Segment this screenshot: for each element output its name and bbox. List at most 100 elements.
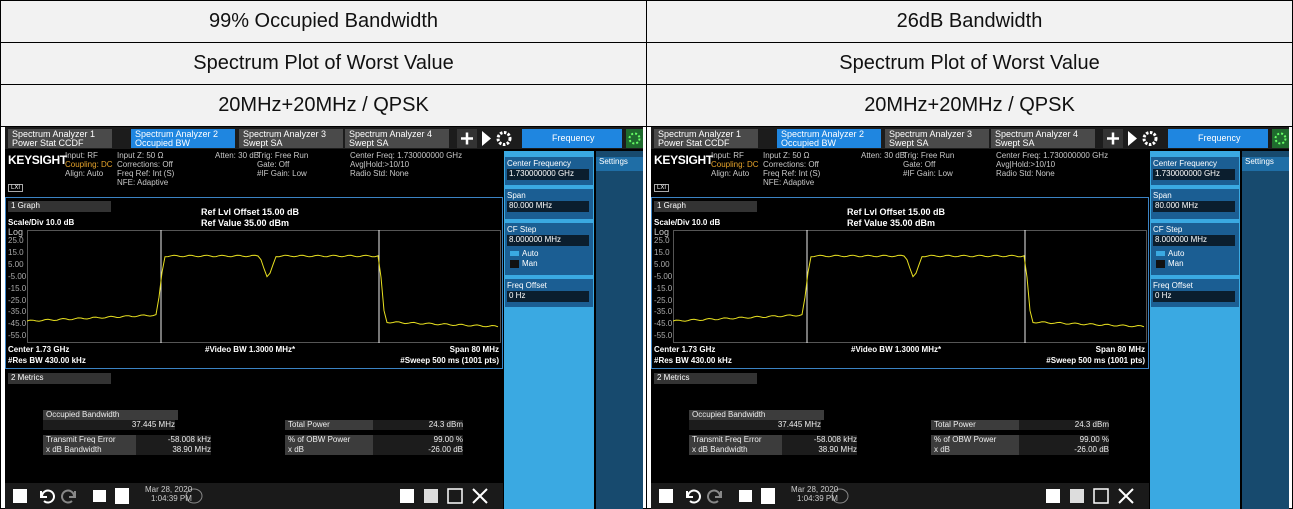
res-bw: #Res BW 430.00 kHz	[654, 356, 732, 365]
file-icon	[739, 490, 752, 502]
y-label: 5.00	[654, 260, 670, 269]
softkey-value: 0 Hz	[1153, 291, 1235, 302]
status-info: Trig: Free Run	[257, 151, 308, 160]
span: Span 80 MHz	[1096, 345, 1145, 354]
touch-icon	[424, 489, 438, 503]
status-info: Gate: Off	[903, 160, 935, 169]
status-info: Atten: 30 dB	[215, 151, 259, 160]
layout-icon	[448, 489, 462, 503]
softkey-value: 0 Hz	[507, 291, 589, 302]
sweep: #Sweep 500 ms (1001 pts)	[400, 356, 499, 365]
settings-tab[interactable]: Settings	[596, 157, 643, 171]
status-info: NFE: Adaptive	[117, 178, 168, 187]
auto-option[interactable]: Auto	[522, 249, 538, 258]
man-indicator	[1156, 260, 1165, 268]
y-label: -5.00	[8, 272, 26, 281]
metric-value: 24.3 dBm	[373, 420, 463, 430]
menu-button[interactable]: Frequency	[1168, 129, 1268, 148]
touch-icon	[1070, 489, 1084, 503]
y-label: -5.00	[654, 272, 672, 281]
status-info: Freq Ref: Int (S)	[763, 169, 820, 178]
header-cell: 99% Occupied Bandwidth	[0, 0, 647, 43]
scale: Scale/Div 10.0 dB	[8, 218, 74, 227]
res-bw: #Res BW 430.00 kHz	[8, 356, 86, 365]
header-cell: 20MHz+20MHz / QPSK	[0, 84, 647, 127]
y-label: -15.0	[654, 284, 672, 293]
header-cell: 26dB Bandwidth	[646, 0, 1293, 43]
metric-value: 24.3 dBm	[1019, 420, 1109, 430]
auto-option[interactable]: Auto	[1168, 249, 1184, 258]
metrics-selector[interactable]: 2 Metrics	[654, 373, 757, 384]
status-info: Gate: Off	[257, 160, 289, 169]
y-label: -55.0	[8, 331, 26, 340]
y-label: -55.0	[654, 331, 672, 340]
ref-offset: Ref Lvl Offset 15.00 dB	[201, 207, 299, 217]
y-label: -15.0	[8, 284, 26, 293]
next-icon	[1128, 131, 1137, 146]
graph-selector[interactable]: 1 Graph	[8, 201, 111, 212]
help-icon	[761, 488, 775, 504]
plot-frame	[674, 231, 1147, 343]
scale: Scale/Div 10.0 dB	[654, 218, 720, 227]
metric-value: 99.00 %	[1019, 435, 1109, 445]
brand: KEYSIGHT	[654, 153, 713, 167]
grid-icon	[1046, 489, 1060, 503]
metric-label: % of OBW Power	[931, 435, 1019, 445]
graph-selector[interactable]: 1 Graph	[654, 201, 757, 212]
metric-label: % of OBW Power	[285, 435, 373, 445]
header-cell: 20MHz+20MHz / QPSK	[646, 84, 1293, 127]
status-info: Corrections: Off	[117, 160, 173, 169]
man-option[interactable]: Man	[1168, 259, 1184, 268]
softkey-value: 1.730000000 GHz	[1153, 169, 1235, 180]
status-info: Avg|Hold:>10/10	[996, 160, 1055, 169]
lxi-badge: LXI	[654, 184, 669, 192]
auto-indicator	[1156, 251, 1165, 256]
metric-label: x dB Bandwidth	[43, 445, 136, 455]
metric-label: Total Power	[931, 420, 1019, 430]
menu-button[interactable]: Frequency	[522, 129, 622, 148]
settings-tab[interactable]: Settings	[1242, 157, 1289, 171]
spectrum-plot	[673, 230, 1147, 343]
settings-icon	[498, 133, 510, 145]
windows-icon	[659, 489, 673, 503]
metric-label: Occupied Bandwidth	[689, 410, 824, 420]
lxi-badge: LXI	[8, 184, 23, 192]
settings-icon	[1144, 133, 1156, 145]
softkey-label: CF Step	[507, 225, 536, 234]
metric-value: 38.90 MHz	[136, 445, 211, 455]
help-icon	[115, 488, 129, 504]
menu-label: Frequency	[552, 133, 595, 143]
man-indicator	[510, 260, 519, 268]
undo-icon	[41, 491, 54, 503]
taskbar-time: 1:04:39 PM	[151, 494, 192, 503]
status-info: NFE: Adaptive	[763, 178, 814, 187]
metric-label: Occupied Bandwidth	[43, 410, 178, 420]
softkey-label: Span	[507, 191, 526, 200]
grid-icon	[400, 489, 414, 503]
video-bw: #Video BW 1.3000 MHz*	[205, 345, 295, 354]
brand: KEYSIGHT	[8, 153, 67, 167]
metric-value: -58.008 kHz	[782, 435, 857, 445]
redo-icon	[62, 491, 75, 503]
ref-value: Ref Value 35.00 dBm	[847, 218, 935, 228]
metric-value: -26.00 dB	[373, 445, 463, 455]
metric-value: 38.90 MHz	[782, 445, 857, 455]
span: Span 80 MHz	[450, 345, 499, 354]
ref-offset: Ref Lvl Offset 15.00 dB	[847, 207, 945, 217]
taskbar-icons	[5, 483, 503, 509]
status-info: Align: Auto	[711, 169, 749, 178]
auto-indicator	[510, 251, 519, 256]
metric-value: -58.008 kHz	[136, 435, 211, 445]
taskbar-date: Mar 28, 2020	[791, 485, 838, 494]
status-info: #IF Gain: Low	[903, 169, 953, 178]
header-cell: Spectrum Plot of Worst Value	[0, 42, 647, 85]
man-option[interactable]: Man	[522, 259, 538, 268]
metric-label: x dB	[285, 445, 373, 455]
metrics-selector[interactable]: 2 Metrics	[8, 373, 111, 384]
